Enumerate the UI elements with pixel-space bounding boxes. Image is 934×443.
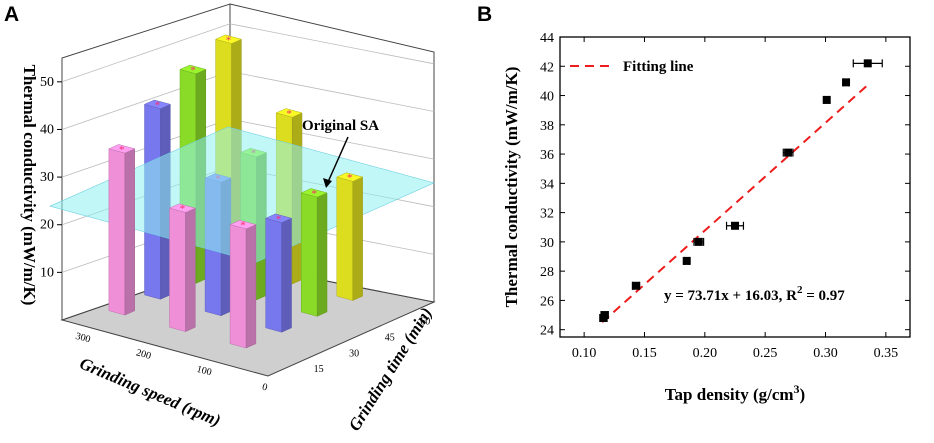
data-point xyxy=(682,256,691,265)
bars-front: * * * * * * xyxy=(108,144,364,349)
y-axis-ticks: 24 26 28 30 32 34 36 38 40 42 44 xyxy=(540,31,910,339)
z-axis-ticks: 10 20 30 40 50 xyxy=(40,75,62,280)
x-axis-title: Tap density (g/cm3) xyxy=(665,382,805,404)
bar-top-marker: * xyxy=(190,64,196,76)
speed-axis-ticks: 300 200 100 0 xyxy=(74,331,268,394)
original-sa-arrow-head xyxy=(323,178,332,188)
y-tick-label: 40 xyxy=(540,90,554,105)
bar-100rpm-30min: * xyxy=(264,213,293,333)
bar-top-marker: * xyxy=(311,188,317,200)
grid-line xyxy=(61,23,435,83)
z-tick-label: 20 xyxy=(40,218,54,233)
time-tick-label: 15 xyxy=(314,364,324,375)
y-tick-label: 44 xyxy=(540,31,554,46)
z-axis-title: Thermal conductivity (mW/m/K) xyxy=(20,65,39,306)
time-axis-ticks: 15 30 45 60 xyxy=(314,317,431,376)
panel-b-label: B xyxy=(477,3,492,26)
data-point xyxy=(600,311,609,320)
point-marker xyxy=(784,148,793,157)
fitting-line xyxy=(601,83,870,324)
time-tick-label: 45 xyxy=(385,332,395,343)
bar-300rpm-15min: * xyxy=(108,144,136,316)
x-tick-label: 0.15 xyxy=(632,346,657,361)
bar-top-marker: * xyxy=(276,213,282,225)
point-marker xyxy=(600,311,609,320)
original-sa-arrow-shaft xyxy=(327,136,349,183)
speed-tick-label: 0 xyxy=(261,382,269,394)
data-point xyxy=(782,148,794,157)
bar-top-marker: * xyxy=(226,34,232,46)
speed-tick-label: 200 xyxy=(135,347,152,362)
point-marker xyxy=(863,59,872,68)
bar-100rpm-45min: * xyxy=(300,188,328,317)
bar-top-marker: * xyxy=(119,144,125,156)
original-sa-label: Original SA xyxy=(302,118,379,134)
x-axis-ticks: 0.10 0.15 0.20 0.25 0.30 0.35 xyxy=(572,37,898,361)
y-tick-label: 36 xyxy=(540,148,554,163)
speed-tick-label: 300 xyxy=(74,331,91,346)
point-marker xyxy=(694,237,703,246)
legend-label: Fitting line xyxy=(623,59,694,75)
data-points xyxy=(599,59,883,322)
y-tick-label: 38 xyxy=(540,119,554,134)
data-point xyxy=(631,281,641,290)
bar-100rpm-60min: * xyxy=(336,172,364,301)
point-marker xyxy=(632,281,641,290)
y-tick-label: 42 xyxy=(540,60,554,75)
bar-top-marker: * xyxy=(180,203,186,215)
panel-b: B 0.10 0.15 0.20 0.25 0.30 0.35 24 26 28 30 32 34 3… xyxy=(477,3,911,404)
point-marker xyxy=(822,95,831,104)
time-tick-label: 60 xyxy=(420,317,430,328)
y-tick-label: 34 xyxy=(540,177,554,192)
fit-equation: y = 73.71x + 16.03, R2 = 0.97 xyxy=(664,284,845,304)
point-marker xyxy=(842,78,851,87)
data-point xyxy=(852,59,883,68)
time-tick-label: 30 xyxy=(349,348,359,359)
data-point xyxy=(725,221,745,230)
z-tick-label: 10 xyxy=(40,265,54,280)
bar-top-marker: * xyxy=(347,172,353,184)
speed-tick-label: 100 xyxy=(195,364,212,379)
y-tick-label: 26 xyxy=(540,294,554,309)
data-point xyxy=(842,78,851,87)
data-point xyxy=(693,237,705,246)
y-tick-label: 30 xyxy=(540,236,554,251)
x-tick-label: 0.25 xyxy=(753,346,778,361)
y-tick-label: 24 xyxy=(540,324,554,339)
panel-a-label: A xyxy=(4,3,19,26)
legend: Fitting line xyxy=(570,59,694,75)
z-tick-label: 50 xyxy=(40,75,54,90)
bar-100rpm-15min: * xyxy=(229,220,257,349)
y-axis-title: Thermal conductivity (mW/m/K) xyxy=(502,67,521,308)
x-tick-label: 0.35 xyxy=(874,346,899,361)
z-tick-label: 30 xyxy=(40,170,54,185)
bar-top-marker: * xyxy=(286,108,292,120)
point-marker xyxy=(682,256,691,265)
bar-200rpm-15min: * xyxy=(168,203,197,332)
data-point xyxy=(822,95,831,104)
y-tick-label: 28 xyxy=(540,265,554,280)
point-marker xyxy=(731,221,739,230)
x-tick-label: 0.30 xyxy=(813,346,838,361)
bar-top-marker: * xyxy=(155,99,161,111)
z-tick-label: 40 xyxy=(40,122,54,137)
bar-top-marker: * xyxy=(240,220,246,232)
plot-frame xyxy=(559,36,911,338)
x-tick-label: 0.20 xyxy=(693,346,718,361)
y-tick-label: 32 xyxy=(540,207,554,222)
x-tick-label: 0.10 xyxy=(572,346,597,361)
